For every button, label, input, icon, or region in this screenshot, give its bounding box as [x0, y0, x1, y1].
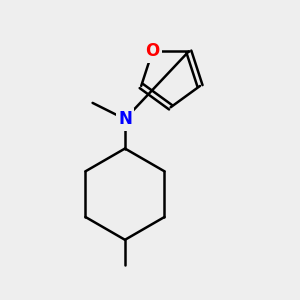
Text: O: O [145, 42, 160, 60]
Text: N: N [118, 110, 132, 128]
